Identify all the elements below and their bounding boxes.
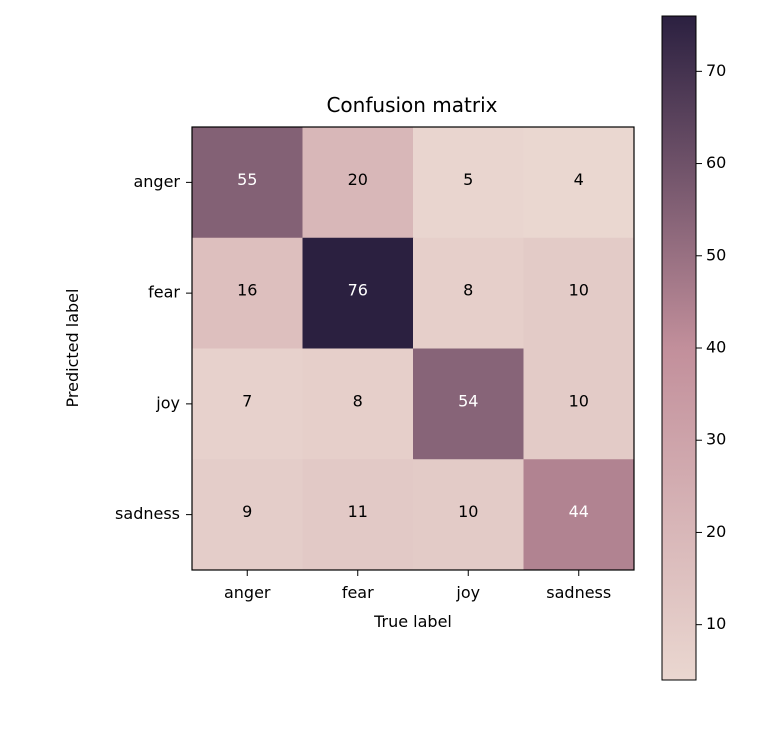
y-axis-ticks: anger fear joy sadness bbox=[115, 172, 192, 523]
y-tick-label: sadness bbox=[115, 504, 180, 523]
heatmap-cell bbox=[523, 459, 635, 571]
colorbar-tick-label: 10 bbox=[706, 614, 726, 633]
heatmap-cell bbox=[413, 237, 524, 349]
x-axis-label: True label bbox=[373, 612, 452, 631]
plot-frame bbox=[191, 126, 635, 571]
heatmap-cell-labels: 55 20 5 416 76 8 107 8 54 109 11 10 44 bbox=[237, 170, 589, 521]
colorbar-tick-label: 70 bbox=[706, 61, 726, 80]
heatmap-cell-label: 76 bbox=[348, 281, 368, 300]
heatmap-cell bbox=[192, 348, 303, 460]
heatmap-cell-label: 5 bbox=[463, 170, 473, 189]
heatmap-cell-label: 55 bbox=[237, 170, 257, 189]
x-axis-ticks: anger fear joy sadness bbox=[224, 570, 611, 602]
x-tick-label: joy bbox=[455, 583, 480, 602]
heatmap-cell bbox=[413, 348, 524, 460]
heatmap-cell bbox=[192, 127, 303, 239]
heatmap-cell bbox=[192, 459, 303, 571]
heatmap-cell-label: 20 bbox=[348, 170, 368, 189]
heatmap-cell bbox=[413, 459, 524, 571]
heatmap-cell-label: 44 bbox=[569, 502, 589, 521]
heatmap-cell-label: 8 bbox=[463, 281, 473, 300]
colorbar-tick-label: 20 bbox=[706, 522, 726, 541]
chart-title: Confusion matrix bbox=[326, 93, 497, 117]
heatmap-cell bbox=[413, 127, 524, 239]
colorbar-tick-label: 40 bbox=[706, 338, 726, 357]
y-tick-label: joy bbox=[155, 393, 180, 412]
colorbar-tick-label: 30 bbox=[706, 430, 726, 449]
heatmap-cells bbox=[192, 127, 635, 571]
colorbar bbox=[661, 15, 697, 681]
heatmap-cell-label: 7 bbox=[242, 391, 252, 410]
heatmap-cell-label: 10 bbox=[569, 391, 589, 410]
heatmap-cell-label: 11 bbox=[348, 502, 368, 521]
heatmap-cell-label: 10 bbox=[458, 502, 478, 521]
heatmap-cell bbox=[302, 127, 414, 239]
colorbar-ticks: 10 20 30 40 50 60 70 bbox=[696, 61, 726, 633]
y-axis-label: Predicted label bbox=[63, 289, 82, 408]
colorbar-tick-label: 50 bbox=[706, 245, 726, 264]
heatmap-cell-label: 54 bbox=[458, 391, 478, 410]
heatmap-cell-label: 16 bbox=[237, 281, 257, 300]
heatmap-cell bbox=[302, 237, 414, 349]
heatmap-cell bbox=[302, 348, 414, 460]
colorbar-tick-label: 60 bbox=[706, 153, 726, 172]
heatmap-cell bbox=[192, 237, 303, 349]
heatmap-cell bbox=[302, 459, 414, 571]
heatmap-cell-label: 8 bbox=[353, 391, 363, 410]
heatmap-cell-label: 9 bbox=[242, 502, 252, 521]
x-tick-label: fear bbox=[342, 583, 374, 602]
heatmap-cell bbox=[523, 348, 635, 460]
x-tick-label: anger bbox=[224, 583, 271, 602]
heatmap-cell bbox=[523, 237, 635, 349]
y-tick-label: anger bbox=[133, 172, 180, 191]
y-tick-label: fear bbox=[148, 283, 180, 302]
heatmap-cell-label: 10 bbox=[569, 281, 589, 300]
x-tick-label: sadness bbox=[546, 583, 611, 602]
heatmap-cell-label: 4 bbox=[574, 170, 584, 189]
heatmap-cell bbox=[523, 127, 635, 239]
